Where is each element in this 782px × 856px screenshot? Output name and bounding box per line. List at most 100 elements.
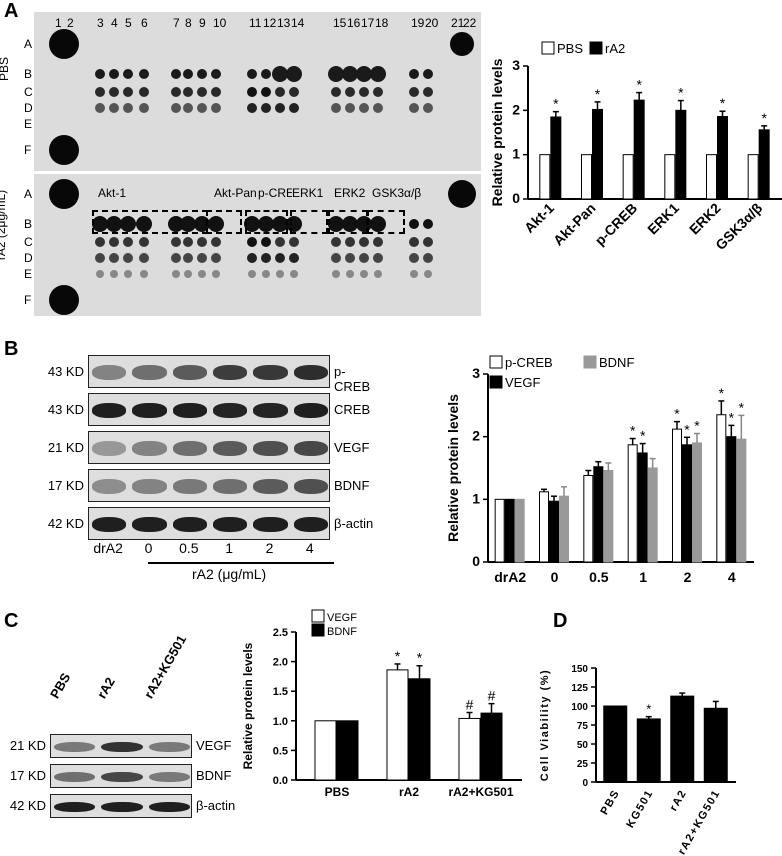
dashed-box <box>328 210 368 234</box>
bar <box>539 491 549 563</box>
array-spot <box>197 87 207 97</box>
blot-band <box>148 741 190 753</box>
bar <box>726 436 737 563</box>
array-spot <box>183 103 193 113</box>
category-label: PBS <box>598 788 622 817</box>
array-spot <box>247 237 257 247</box>
category-label: KG501 <box>624 788 656 831</box>
legend-label: BDNF <box>599 355 634 370</box>
significance-mark: * <box>646 702 651 717</box>
bar <box>703 707 728 783</box>
bar <box>314 720 337 781</box>
array-spot <box>197 237 207 247</box>
array-spot <box>374 270 382 278</box>
array-spot <box>332 270 340 278</box>
row-letter: A <box>24 187 33 201</box>
kd-label: 43 KD <box>47 401 84 417</box>
blot-band <box>293 365 328 380</box>
array-spot <box>208 216 224 232</box>
array-spot <box>289 87 299 97</box>
array-spot <box>346 270 354 278</box>
legend-label: p-CREB <box>505 355 553 370</box>
array-spot <box>423 253 433 263</box>
array-spot <box>139 103 149 113</box>
array-spot <box>373 103 383 113</box>
protein-label: BDNF <box>196 768 232 783</box>
western-blot-b: 43 KD p-CREB 43 KD CREB 21 KD VEGF 17 KD BDNF 42… <box>0 352 380 592</box>
blot-band <box>172 365 207 380</box>
array-spot <box>410 270 418 278</box>
significance-mark: * <box>719 385 725 401</box>
significance-mark: # <box>488 688 496 704</box>
array-spot <box>109 103 119 113</box>
array-spot <box>124 270 132 278</box>
array-blot <box>34 12 481 316</box>
blot-band <box>293 517 328 532</box>
array-spot <box>423 103 433 113</box>
box-label: GSK3α/β <box>372 186 422 200</box>
lane-label: 1 <box>225 540 234 556</box>
column-number: 4 <box>111 16 118 30</box>
bar <box>603 470 614 563</box>
legend-swatch <box>583 355 597 369</box>
array-spot <box>95 87 105 97</box>
blot-row <box>88 355 330 388</box>
y-tick-label: 1.5 <box>273 686 288 698</box>
array-spot <box>261 103 271 113</box>
significance-mark: * <box>674 406 680 422</box>
array-spot <box>211 69 221 79</box>
lane-label: drA2 <box>93 540 123 556</box>
column-number: 21 <box>451 16 465 30</box>
array-spot <box>123 237 133 247</box>
row-letter: B <box>24 217 33 231</box>
array-spot <box>244 216 260 232</box>
significance-mark: * <box>595 86 601 102</box>
column-number: 18 <box>375 16 389 30</box>
column-number: 3 <box>97 16 104 30</box>
array-divider <box>34 171 481 174</box>
box-label: Akt-Pan <box>214 186 257 200</box>
array-spot <box>356 66 372 82</box>
array-spot <box>123 69 133 79</box>
column-number: 2 <box>67 16 74 30</box>
bar <box>636 718 661 783</box>
category-label: PBS <box>325 785 350 799</box>
significance-mark: * <box>640 428 646 444</box>
bar <box>480 712 503 781</box>
array-spot <box>342 66 358 82</box>
significance-mark: # <box>466 697 474 713</box>
row-letter: D <box>24 101 33 115</box>
significance-mark: * <box>395 648 401 664</box>
category-label: drA2 <box>494 569 526 585</box>
lane-label: 0.5 <box>179 540 199 556</box>
protein-label: β-actin <box>334 515 374 531</box>
array-spot <box>261 253 271 263</box>
array-spot <box>289 253 299 263</box>
significance-mark: * <box>729 409 735 425</box>
array-spot <box>96 270 104 278</box>
array-spot <box>286 66 302 82</box>
bar <box>670 695 695 783</box>
bar <box>622 154 634 200</box>
bar <box>717 116 728 200</box>
column-number: 7 <box>173 16 180 30</box>
legend-swatch <box>489 375 503 389</box>
array-spot <box>331 237 341 247</box>
blot-band <box>253 517 288 532</box>
legend-swatch <box>311 609 325 623</box>
column-number: 10 <box>213 16 227 30</box>
blot-band <box>92 517 127 532</box>
protein-label: CREB <box>334 401 371 417</box>
column-number: 1 <box>55 16 62 30</box>
bar <box>514 498 525 563</box>
blot-row <box>88 507 330 540</box>
blot-band <box>293 479 328 494</box>
array-spot <box>261 69 271 79</box>
array-spot <box>49 29 79 59</box>
y-tick-label: 0 <box>472 553 480 569</box>
bar <box>583 475 594 563</box>
array-spot <box>109 69 119 79</box>
array-spot <box>450 32 474 56</box>
category-label: ERK1 <box>644 200 682 238</box>
blot-band <box>253 365 288 380</box>
